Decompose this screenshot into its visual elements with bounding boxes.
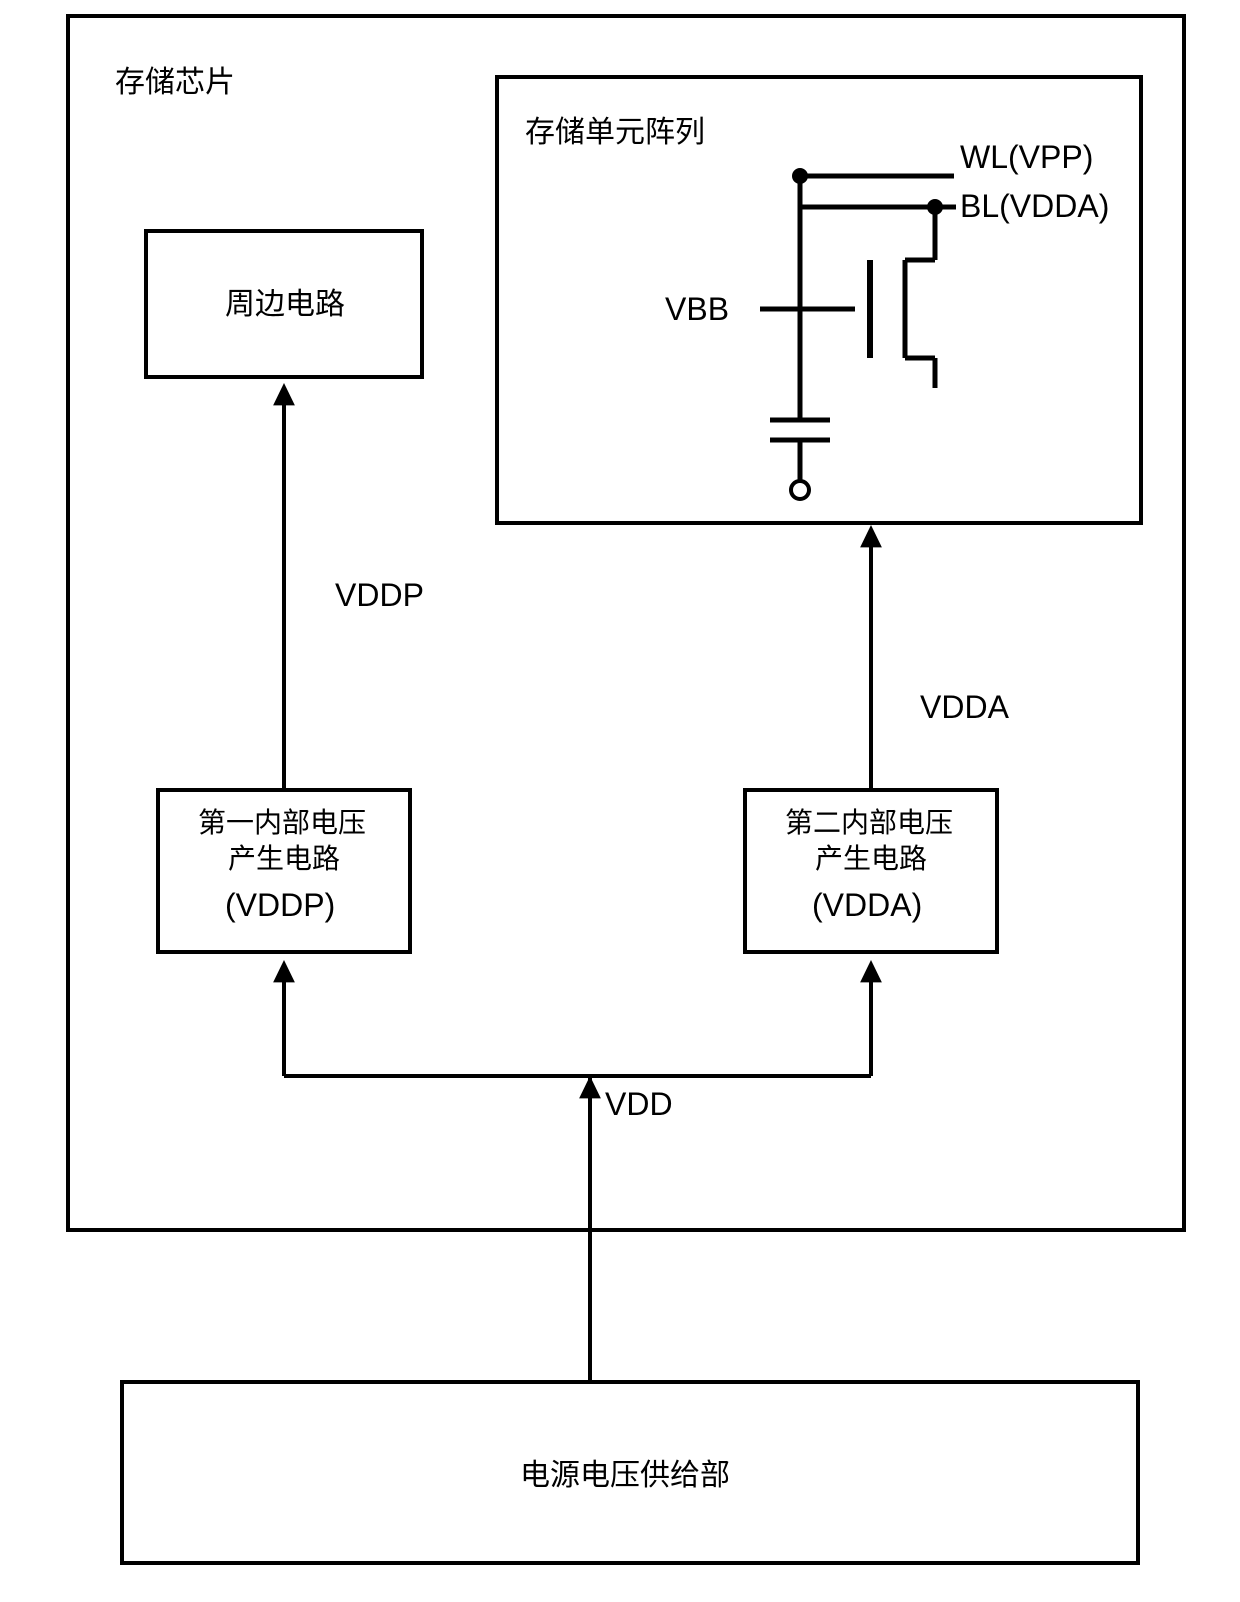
gen1-line3: (VDDP) bbox=[225, 886, 335, 924]
bl-label: BL(VDDA) bbox=[960, 187, 1109, 225]
gen2-line2: 产生电路 bbox=[815, 842, 927, 876]
wl-label: WL(VPP) bbox=[960, 138, 1093, 176]
psu-label: 电源电压供给部 bbox=[520, 1458, 730, 1494]
gen1-line2: 产生电路 bbox=[228, 842, 340, 876]
gen2-line1: 第二内部电压 bbox=[785, 806, 953, 840]
gen2-line3: (VDDA) bbox=[812, 886, 922, 924]
vdd-arrow-label: VDD bbox=[605, 1085, 673, 1123]
vddp-arrow-label: VDDP bbox=[335, 576, 424, 614]
gen1-line1: 第一内部电压 bbox=[198, 806, 366, 840]
peripheral-label: 周边电路 bbox=[225, 287, 345, 323]
chip-title: 存储芯片 bbox=[115, 65, 235, 101]
vbb-label: VBB bbox=[665, 290, 729, 328]
memcell-title: 存储单元阵列 bbox=[525, 115, 705, 151]
vdda-arrow-label: VDDA bbox=[920, 688, 1009, 726]
